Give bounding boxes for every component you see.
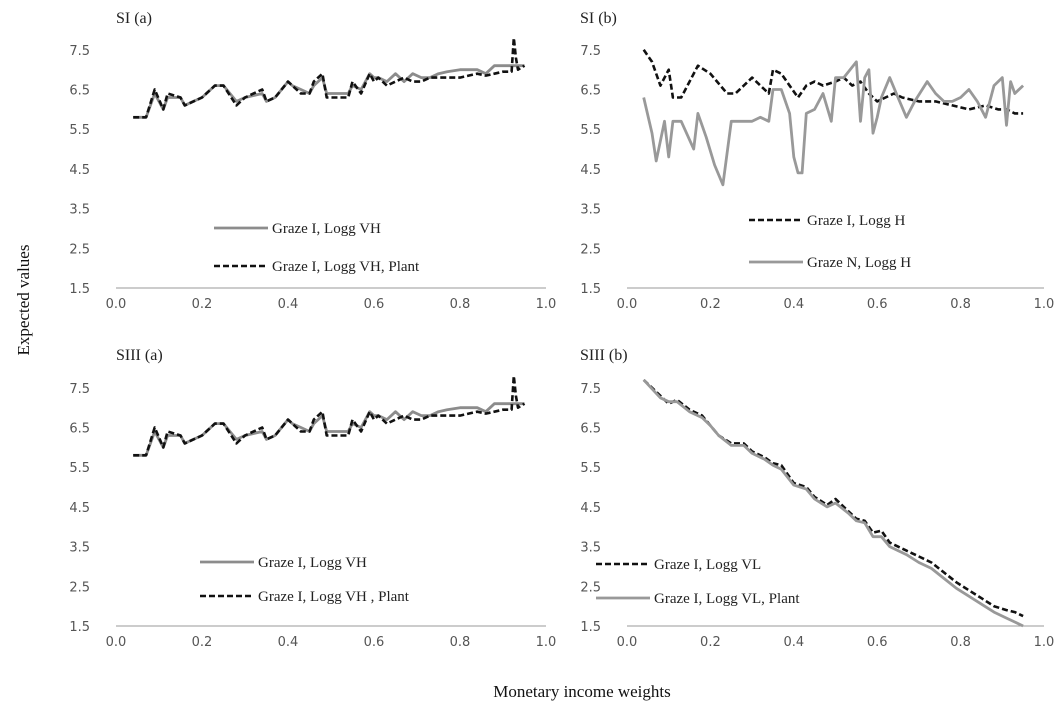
y-tick-label: 4.5 <box>69 163 90 178</box>
series-line <box>133 402 525 457</box>
y-tick-label: 2.5 <box>580 580 601 595</box>
y-tick-label: 4.5 <box>580 163 601 178</box>
x-tick-label: 0.8 <box>450 635 471 650</box>
x-tick-label: 0.4 <box>783 297 804 312</box>
x-tick-label: 0.8 <box>450 297 471 312</box>
x-tick-label: 1.0 <box>1034 635 1055 650</box>
x-tick-label: 0.8 <box>950 635 971 650</box>
panel-title: SI (a) <box>116 10 152 27</box>
x-tick-label: 0.6 <box>867 297 888 312</box>
y-tick-label: 1.5 <box>580 620 601 635</box>
x-tick-label: 0.8 <box>950 297 971 312</box>
panel-title: SI (b) <box>580 10 617 27</box>
chart-panel-2: SI (b) 1.5 2.5 3.5 4.5 5.5 6.5 7.5 0.0 0.2 0.4 0.6 0… <box>580 10 1054 312</box>
y-tick-label: 4.5 <box>580 501 601 516</box>
y-tick-label: 3.5 <box>69 541 90 556</box>
legend-label: Graze I, Logg VL, Plant <box>654 591 800 607</box>
y-tick-label: 1.5 <box>69 620 90 635</box>
x-tick-label: 0.2 <box>700 297 721 312</box>
x-axis-title: Monetary income weights <box>493 682 671 701</box>
y-tick-label: 3.5 <box>69 203 90 218</box>
y-tick-label: 6.5 <box>69 422 90 437</box>
series-line <box>642 378 1024 628</box>
y-tick-label: 6.5 <box>580 84 601 99</box>
y-tick-label: 7.5 <box>69 44 90 59</box>
x-tick-label: 0.4 <box>278 635 299 650</box>
chart-panel-1: SI (a) 1.5 2.5 3.5 4.5 5.5 6.5 7.5 0.0 0.2 0.4 0.6 0… <box>69 10 556 312</box>
y-tick-label: 5.5 <box>69 461 90 476</box>
x-tick-label: 0.2 <box>192 297 213 312</box>
panel-title: SIII (a) <box>116 347 163 364</box>
y-tick-label: 3.5 <box>580 203 601 218</box>
y-tick-label: 4.5 <box>69 501 90 516</box>
y-tick-label: 3.5 <box>580 541 601 556</box>
series-line <box>642 378 1024 618</box>
y-tick-label: 2.5 <box>69 242 90 257</box>
legend-label: Graze I, Logg VL <box>654 557 761 573</box>
series-line <box>642 49 1024 115</box>
chart-panel-3: SIII (a) 1.5 2.5 3.5 4.5 5.5 6.5 7.5 0.0 0.2 0.4 0.… <box>69 347 556 650</box>
x-tick-label: 1.0 <box>536 297 557 312</box>
x-tick-label: 0.0 <box>106 635 127 650</box>
y-tick-label: 5.5 <box>580 461 601 476</box>
y-axis-title: Expected values <box>14 245 33 356</box>
panel-title: SIII (b) <box>580 347 628 364</box>
legend-label: Graze I, Logg VH , Plant <box>258 589 410 605</box>
y-tick-label: 5.5 <box>69 123 90 138</box>
x-tick-label: 0.6 <box>364 297 385 312</box>
legend-label: Graze I, Logg VH <box>258 555 367 571</box>
x-tick-label: 0.2 <box>700 635 721 650</box>
legend-label: Graze I, Logg H <box>807 213 905 229</box>
y-tick-label: 2.5 <box>69 580 90 595</box>
series-line <box>133 36 526 119</box>
x-tick-label: 0.0 <box>106 297 127 312</box>
x-tick-label: 0.6 <box>867 635 888 650</box>
y-tick-label: 2.5 <box>580 242 601 257</box>
x-tick-label: 0.0 <box>617 297 638 312</box>
y-tick-label: 7.5 <box>580 382 601 397</box>
y-tick-label: 7.5 <box>580 44 601 59</box>
y-tick-label: 6.5 <box>69 84 90 99</box>
x-tick-label: 1.0 <box>1034 297 1055 312</box>
x-tick-label: 1.0 <box>536 635 557 650</box>
y-tick-label: 5.5 <box>580 123 601 138</box>
x-tick-label: 0.2 <box>192 635 213 650</box>
y-tick-label: 7.5 <box>69 382 90 397</box>
series-line <box>642 60 1025 187</box>
series-line <box>133 374 526 457</box>
x-tick-label: 0.0 <box>617 635 638 650</box>
x-tick-label: 0.6 <box>364 635 385 650</box>
y-tick-label: 1.5 <box>69 282 90 297</box>
legend-label: Graze I, Logg VH <box>272 221 381 237</box>
legend-label: Graze I, Logg VH, Plant <box>272 259 420 275</box>
series-line <box>133 64 525 119</box>
y-tick-label: 6.5 <box>580 422 601 437</box>
chart-panel-4: SIII (b) 1.5 2.5 3.5 4.5 5.5 6.5 7.5 0.0 0.2 0.4 0.… <box>580 347 1054 650</box>
x-tick-label: 0.4 <box>783 635 804 650</box>
y-tick-label: 1.5 <box>580 282 601 297</box>
x-tick-label: 0.4 <box>278 297 299 312</box>
legend-label: Graze N, Logg H <box>807 255 911 271</box>
